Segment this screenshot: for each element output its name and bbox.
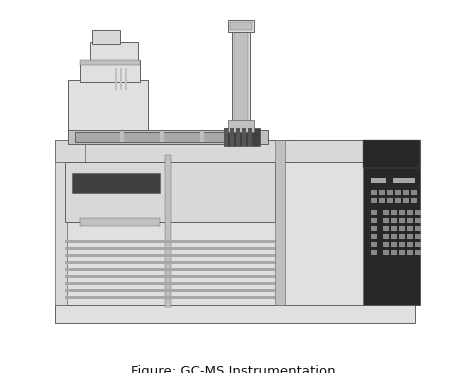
- Bar: [65, 289, 280, 292]
- Bar: [125, 68, 127, 90]
- Text: Figure: GC-MS Instrumentation: Figure: GC-MS Instrumentation: [131, 365, 336, 373]
- Bar: [248, 128, 252, 146]
- Bar: [407, 250, 413, 255]
- Bar: [60, 155, 280, 305]
- Bar: [407, 218, 413, 223]
- Bar: [391, 242, 397, 247]
- Bar: [371, 210, 377, 215]
- Bar: [371, 190, 377, 195]
- Bar: [234, 30, 248, 130]
- Bar: [65, 261, 280, 264]
- Bar: [407, 242, 413, 247]
- Bar: [415, 250, 421, 255]
- Bar: [120, 132, 124, 142]
- Bar: [395, 190, 401, 195]
- Bar: [80, 60, 140, 65]
- Bar: [65, 268, 280, 271]
- Bar: [228, 120, 254, 132]
- Bar: [399, 218, 405, 223]
- Bar: [72, 173, 160, 193]
- Bar: [120, 68, 122, 90]
- Bar: [80, 60, 140, 82]
- Bar: [371, 178, 386, 183]
- Bar: [55, 140, 85, 162]
- Bar: [383, 234, 389, 239]
- Bar: [415, 210, 421, 215]
- Bar: [411, 198, 417, 203]
- Bar: [411, 190, 417, 195]
- Bar: [170, 162, 275, 222]
- Bar: [55, 305, 415, 323]
- Bar: [383, 218, 389, 223]
- Bar: [403, 190, 409, 195]
- Bar: [391, 210, 397, 215]
- Bar: [65, 296, 280, 299]
- Bar: [230, 22, 252, 30]
- Bar: [228, 20, 254, 32]
- Bar: [387, 198, 393, 203]
- Bar: [230, 128, 234, 146]
- Bar: [391, 234, 397, 239]
- Bar: [232, 30, 250, 130]
- Bar: [371, 218, 377, 223]
- Bar: [383, 210, 389, 215]
- Bar: [68, 80, 148, 142]
- Bar: [65, 162, 165, 222]
- Bar: [55, 140, 67, 305]
- Bar: [92, 30, 120, 44]
- Bar: [391, 250, 397, 255]
- Bar: [55, 140, 295, 162]
- Bar: [75, 132, 260, 142]
- Bar: [403, 198, 409, 203]
- Bar: [65, 282, 280, 285]
- Bar: [387, 190, 393, 195]
- Bar: [393, 178, 415, 183]
- Bar: [379, 190, 385, 195]
- Bar: [383, 250, 389, 255]
- Bar: [65, 254, 280, 257]
- Bar: [65, 275, 280, 278]
- Bar: [371, 234, 377, 239]
- Bar: [65, 247, 280, 250]
- Bar: [407, 210, 413, 215]
- Bar: [90, 42, 138, 62]
- Bar: [224, 128, 260, 146]
- Bar: [399, 250, 405, 255]
- Bar: [115, 68, 117, 90]
- Bar: [371, 198, 377, 203]
- Bar: [200, 132, 204, 142]
- Bar: [415, 242, 421, 247]
- Bar: [415, 218, 421, 223]
- Bar: [165, 155, 171, 307]
- Bar: [391, 226, 397, 231]
- Bar: [399, 234, 405, 239]
- Bar: [371, 250, 377, 255]
- Bar: [280, 140, 420, 162]
- Bar: [68, 130, 268, 144]
- Bar: [399, 226, 405, 231]
- Bar: [280, 155, 420, 305]
- Bar: [371, 242, 377, 247]
- Bar: [391, 218, 397, 223]
- Bar: [224, 128, 228, 146]
- Bar: [363, 140, 420, 168]
- Bar: [383, 226, 389, 231]
- Bar: [415, 234, 421, 239]
- Bar: [275, 140, 285, 305]
- Bar: [399, 242, 405, 247]
- Bar: [242, 128, 246, 146]
- Bar: [383, 242, 389, 247]
- Bar: [160, 132, 164, 142]
- Bar: [395, 198, 401, 203]
- Bar: [363, 140, 420, 305]
- Bar: [80, 218, 160, 226]
- Bar: [379, 198, 385, 203]
- Bar: [407, 226, 413, 231]
- Bar: [65, 240, 280, 243]
- Bar: [371, 226, 377, 231]
- Bar: [415, 226, 421, 231]
- Bar: [399, 210, 405, 215]
- Bar: [236, 128, 240, 146]
- Bar: [407, 234, 413, 239]
